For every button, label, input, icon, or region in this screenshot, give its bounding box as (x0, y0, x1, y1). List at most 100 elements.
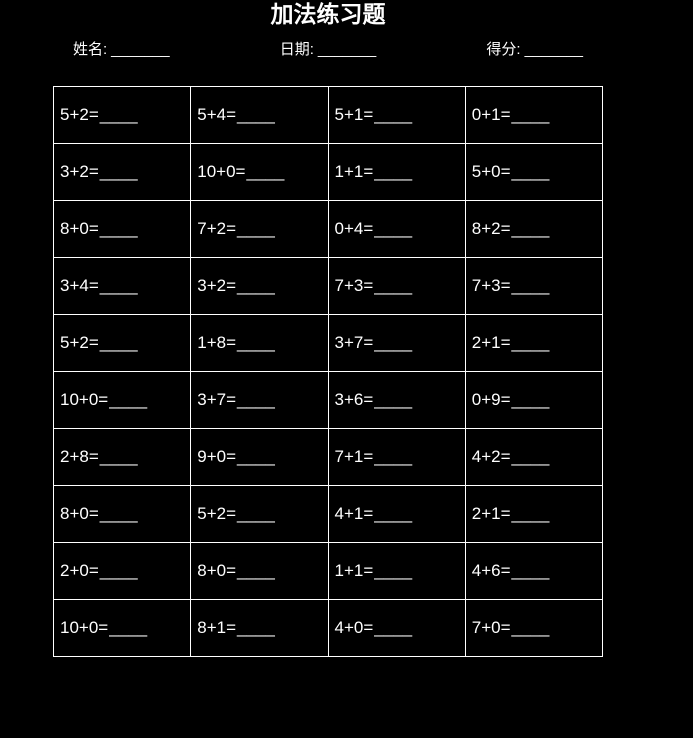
problem-cell: 5+2=____ (52, 314, 192, 372)
problem-text: 1+1= (334, 162, 374, 181)
problem-cell: 5+2=____ (52, 86, 192, 144)
answer-blank: ____ (109, 618, 148, 637)
answer-blank: ____ (237, 276, 275, 295)
problem-cell: 5+1=____ (327, 86, 466, 144)
answer-blank: ____ (237, 105, 275, 124)
problem-text: 5+1= (334, 105, 374, 124)
problem-text: 8+1= (197, 618, 237, 637)
field-name: 姓名: _______ (73, 41, 170, 59)
name-blank: _______ (111, 41, 170, 58)
answer-blank: ____ (99, 105, 138, 124)
answer-blank: ____ (237, 333, 275, 352)
problem-cell: 7+1=____ (327, 428, 466, 486)
answer-blank: ____ (374, 504, 413, 523)
answer-blank: ____ (246, 162, 285, 181)
problem-cell: 8+0=____ (190, 542, 329, 600)
answer-blank: ____ (237, 618, 275, 637)
answer-blank: ____ (511, 618, 550, 637)
table-row: 2+0=____ 8+0=____ 1+1=____ 4+6=____ (52, 542, 604, 600)
answer-blank: ____ (237, 390, 275, 409)
answer-blank: ____ (511, 162, 550, 181)
problem-text: 10+0= (60, 390, 109, 409)
problem-text: 4+1= (334, 504, 374, 523)
problem-cell: 10+0=____ (52, 599, 192, 657)
problem-cell: 0+1=____ (464, 86, 604, 144)
problem-text: 9+0= (197, 447, 237, 466)
problem-text: 2+8= (60, 447, 99, 466)
answer-blank: ____ (99, 504, 138, 523)
answer-blank: ____ (99, 162, 138, 181)
problem-cell: 2+8=____ (52, 428, 192, 486)
answer-blank: ____ (511, 390, 550, 409)
problem-text: 0+4= (334, 219, 374, 238)
answer-blank: ____ (109, 390, 148, 409)
problem-text: 7+2= (197, 219, 237, 238)
answer-blank: ____ (511, 504, 550, 523)
answer-blank: ____ (511, 447, 550, 466)
answer-blank: ____ (511, 561, 550, 580)
field-date: 日期: _______ (280, 41, 377, 59)
table-row: 8+0=____ 7+2=____ 0+4=____ 8+2=____ (52, 200, 604, 258)
problem-text: 2+1= (471, 504, 511, 523)
table-row: 10+0=____ 8+1=____ 4+0=____ 7+0=____ (52, 599, 604, 657)
answer-blank: ____ (237, 447, 275, 466)
problem-cell: 1+8=____ (190, 314, 329, 372)
table-row: 2+8=____ 9+0=____ 7+1=____ 4+2=____ (52, 428, 604, 486)
answer-blank: ____ (99, 447, 138, 466)
table-row: 5+2=____ 5+4=____ 5+1=____ 0+1=____ (52, 86, 604, 144)
problem-cell: 3+2=____ (52, 143, 192, 201)
problem-text: 0+1= (471, 105, 511, 124)
problem-text: 1+8= (197, 333, 237, 352)
problem-text: 3+2= (197, 276, 237, 295)
problem-text: 0+9= (471, 390, 511, 409)
problem-text: 3+7= (197, 390, 237, 409)
problem-cell: 4+6=____ (464, 542, 604, 600)
problem-text: 10+0= (197, 162, 246, 181)
date-label: 日期: (279, 41, 314, 58)
problem-text: 5+2= (60, 105, 99, 124)
problem-cell: 4+0=____ (327, 599, 466, 657)
name-label: 姓名: (73, 41, 108, 58)
problem-cell: 10+0=____ (52, 371, 192, 429)
problem-text: 3+2= (60, 162, 99, 181)
answer-blank: ____ (374, 105, 413, 124)
problem-text: 4+0= (334, 618, 374, 637)
problem-text: 5+0= (471, 162, 511, 181)
problem-text: 4+6= (471, 561, 511, 580)
problem-cell: 4+1=____ (327, 485, 466, 543)
problem-cell: 3+7=____ (327, 314, 466, 372)
problem-cell: 7+3=____ (327, 257, 466, 315)
problem-cell: 4+2=____ (464, 428, 604, 486)
problem-cell: 3+6=____ (327, 371, 466, 429)
answer-blank: ____ (374, 447, 413, 466)
answer-blank: ____ (374, 561, 413, 580)
problem-cell: 8+1=____ (190, 599, 329, 657)
problem-cell: 3+2=____ (190, 257, 329, 315)
answer-blank: ____ (511, 105, 550, 124)
answer-blank: ____ (374, 276, 413, 295)
answer-blank: ____ (374, 333, 413, 352)
answer-blank: ____ (99, 561, 138, 580)
table-row: 8+0=____ 5+2=____ 4+1=____ 2+1=____ (52, 485, 604, 543)
problem-cell: 5+2=____ (190, 485, 329, 543)
problem-cell: 3+7=____ (190, 371, 329, 429)
problem-text: 5+2= (197, 504, 237, 523)
problem-text: 4+2= (471, 447, 511, 466)
problem-text: 3+4= (60, 276, 99, 295)
answer-blank: ____ (511, 276, 550, 295)
problems-table: 5+2=____ 5+4=____ 5+1=____ 0+1=____ 3+2=____… (52, 86, 604, 657)
problem-text: 8+0= (60, 504, 99, 523)
problem-cell: 2+1=____ (464, 314, 604, 372)
answer-blank: ____ (237, 561, 275, 580)
problem-cell: 0+9=____ (464, 371, 604, 429)
problem-cell: 10+0=____ (190, 143, 329, 201)
table-row: 10+0=____ 3+7=____ 3+6=____ 0+9=____ (52, 371, 604, 429)
problem-cell: 1+1=____ (327, 542, 466, 600)
answer-blank: ____ (374, 390, 413, 409)
problem-text: 2+1= (471, 333, 511, 352)
problem-text: 3+7= (334, 333, 374, 352)
answer-blank: ____ (511, 219, 550, 238)
answer-blank: ____ (374, 219, 413, 238)
answer-blank: ____ (99, 333, 138, 352)
